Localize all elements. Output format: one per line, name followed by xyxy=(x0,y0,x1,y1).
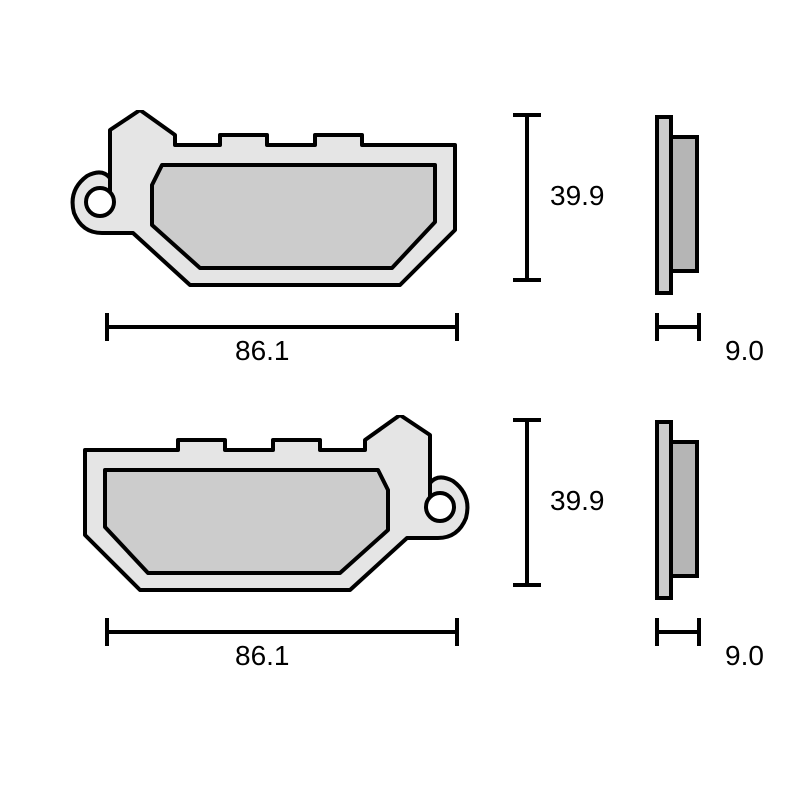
bottom-thickness-label: 9.0 xyxy=(725,640,764,672)
bottom-width-dim-line xyxy=(107,630,457,634)
top-width-dim-line xyxy=(107,325,457,329)
diagram-container: 39.9 86.1 9.0 39.9 86.1 9.0 xyxy=(0,0,800,800)
bottom-height-dim-line xyxy=(525,420,529,585)
bottom-pad-front xyxy=(70,415,470,605)
bottom-width-label: 86.1 xyxy=(235,640,290,672)
top-pad-front xyxy=(70,110,470,300)
top-thickness-dim-line xyxy=(657,325,699,329)
top-height-dim-line xyxy=(525,115,529,280)
top-thickness-label: 9.0 xyxy=(725,335,764,367)
top-width-label: 86.1 xyxy=(235,335,290,367)
top-height-label: 39.9 xyxy=(550,180,605,212)
bottom-thickness-dim-line xyxy=(657,630,699,634)
top-pad-side xyxy=(655,115,700,295)
bottom-pad-side xyxy=(655,420,700,600)
bottom-height-label: 39.9 xyxy=(550,485,605,517)
